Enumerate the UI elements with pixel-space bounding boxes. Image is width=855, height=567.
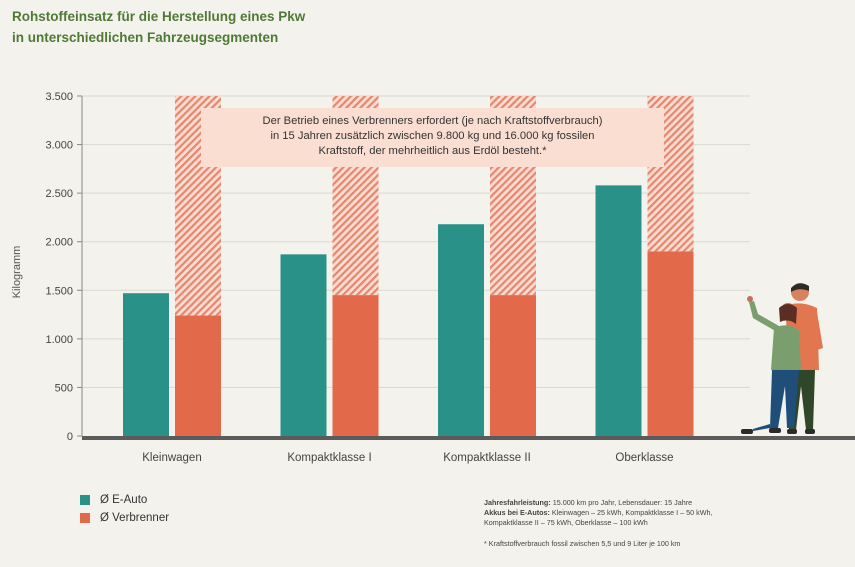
annotation-line1: Der Betrieb eines Verbrenners erfordert … [262,115,603,127]
note-akkus: Akkus bei E-Autos: Kleinwagen – 25 kWh, … [484,508,784,518]
y-tick-label: 500 [55,382,73,394]
bar-verbrenner [490,295,536,436]
note-akkus-label: Akkus bei E-Autos: [484,508,550,517]
axes: 0 500 1.000 1.500 2.000 2.500 3.000 3.500 Kleinw… [45,91,855,464]
y-tick-label: 0 [67,431,73,443]
chart-title-line2: in unterschiedlichen Fahrzeugsegmenten [12,30,279,45]
y-tick-label: 1.000 [45,334,73,346]
y-tick-label: 1.500 [45,285,73,297]
x-axis-baseline [82,436,855,440]
note-jahres-label: Jahresfahrleistung: [484,498,551,507]
legend-item-verbrenner: Ø Verbrenner [80,509,169,527]
x-tick-label: Kompaktklasse I [287,452,371,464]
chart-title-line1: Rohstoffeinsatz für die Herstellung eine… [12,9,306,24]
legend-swatch-verbrenner [80,513,90,523]
note-akkus-text1: Kleinwagen – 25 kWh, Kompaktklasse I – 5… [549,508,713,517]
legend: Ø E-Auto Ø Verbrenner [80,491,169,527]
note-akkus-text2: Kompaktklasse II – 75 kWh, Oberklasse – … [484,518,648,527]
note-jahres-text: 15.000 km pro Jahr, Lebensdauer: 15 Jahr… [550,498,693,507]
chart-title: Rohstoffeinsatz für die Herstellung eine… [12,6,305,48]
legend-label-e-auto: Ø E-Auto [100,494,148,506]
y-axis-label: Kilogramm [11,246,23,299]
y-tick-label: 3.500 [45,91,73,103]
legend-swatch-e-auto [80,495,90,505]
bar-e-auto [438,224,484,436]
annotation-line3: Kraftstoff, der mehrheitlich aus Erdöl b… [318,145,547,157]
note-jahresfahrleistung: Jahresfahrleistung: 15.000 km pro Jahr, … [484,498,784,508]
bar-e-auto [123,293,169,436]
legend-label-verbrenner: Ø Verbrenner [100,512,170,524]
y-tick-label: 2.000 [45,237,73,249]
x-tick-label: Kompaktklasse II [443,452,531,464]
x-tick-label: Oberklasse [615,452,673,464]
annotation-line2: in 15 Jahren zusätzlich zwischen 9.800 k… [270,130,595,142]
x-tick-label: Kleinwagen [142,452,201,464]
people-illustration [741,283,823,434]
y-tick-label: 3.000 [45,140,73,152]
legend-item-e-auto: Ø E-Auto [80,491,169,509]
annotation-box: Der Betrieb eines Verbrenners erfordert … [201,108,664,167]
footnote: * Kraftstoffverbrauch fossil zwischen 5,… [484,539,681,548]
y-tick-label: 2.500 [45,188,73,200]
bar-verbrenner [175,315,221,436]
notes: Jahresfahrleistung: 15.000 km pro Jahr, … [484,498,784,549]
bar-e-auto [595,185,642,436]
bar-verbrenner [647,251,694,436]
bar-e-auto [280,254,327,436]
bar-verbrenner [332,295,379,436]
